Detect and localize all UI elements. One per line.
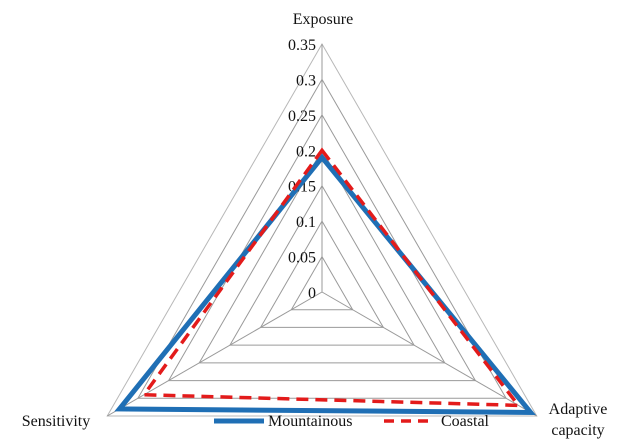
grid-ring-0-15 [229, 184, 415, 346]
tick-label-0-2: 0.2 [296, 143, 316, 160]
axis-label-exposure: Exposure [293, 11, 353, 28]
legend: Mountainous Coastal [214, 413, 490, 430]
tick-label-0-3: 0.3 [296, 72, 316, 89]
radar-series [114, 147, 536, 416]
spoke-adaptive-capacity [321, 291, 538, 417]
tick-label-0-25: 0.25 [288, 108, 316, 125]
legend-label-coastal: Coastal [441, 413, 490, 430]
series-coastal [140, 147, 523, 408]
tick-label-0-35: 0.35 [288, 37, 316, 54]
axis-label-adaptive-capacity-line1: Adaptive [549, 401, 608, 418]
axis-label-sensitivity: Sensitivity [22, 413, 90, 430]
tick-label-0-05: 0.05 [288, 250, 316, 267]
series-mountainous [114, 153, 536, 416]
axis-label-adaptive-capacity-line2: capacity [551, 422, 604, 439]
legend-label-mountainous: Mountainous [268, 413, 352, 430]
grid-ring-0-35 [106, 42, 538, 417]
tick-label-0-1: 0.1 [296, 214, 316, 231]
grid-ring-0-05 [290, 255, 354, 311]
tick-label-0: 0 [308, 285, 316, 302]
grid-ring-0-2 [198, 149, 446, 364]
spoke-sensitivity [106, 291, 323, 417]
grid-ring-0-1 [259, 220, 385, 328]
radar-spokes [106, 44, 538, 417]
